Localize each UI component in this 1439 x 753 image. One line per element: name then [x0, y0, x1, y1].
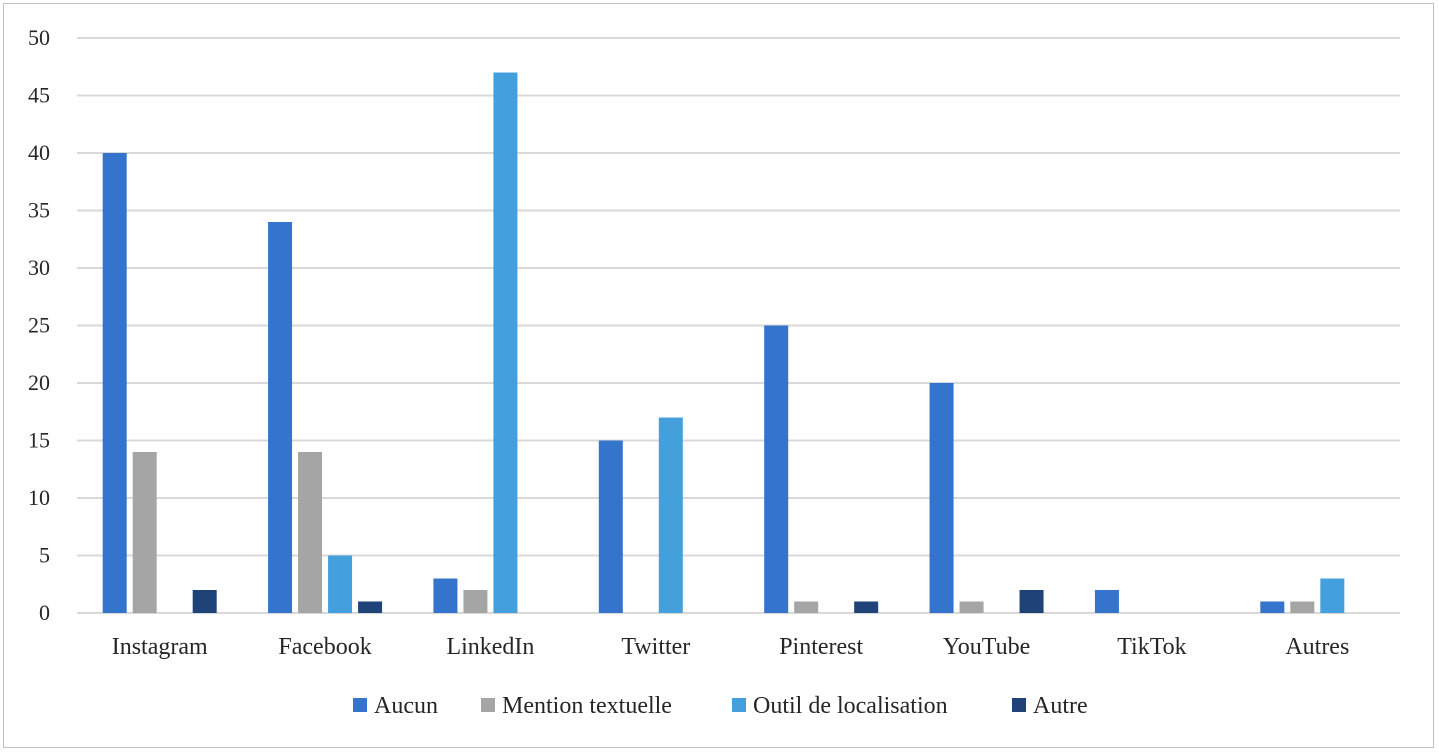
- bar-aucun-twitter: [598, 440, 623, 613]
- chart-frame: [3, 3, 1434, 748]
- legend-swatch: [481, 698, 495, 712]
- bar-mention-textuelle-pinterest: [794, 601, 819, 613]
- legend-label: Outil de localisation: [753, 693, 948, 719]
- y-tick-label: 40: [28, 140, 50, 165]
- bar-mention-textuelle-instagram: [132, 452, 157, 613]
- x-tick-label: Instagram: [112, 634, 208, 660]
- legend-item: Mention textuelle: [481, 693, 672, 719]
- x-tick-label: Autres: [1285, 634, 1349, 660]
- bar-autre-instagram: [192, 590, 217, 613]
- x-tick-label: TikTok: [1117, 634, 1186, 660]
- x-axis: Instagram Facebook LinkedIn Twitter Pinteres…: [112, 634, 1350, 660]
- legend-item: Autre: [1012, 693, 1088, 719]
- legend-label: Autre: [1033, 693, 1088, 719]
- bar-autre-facebook: [358, 601, 383, 613]
- bar-aucun-instagram: [102, 153, 127, 613]
- bar-outil-de-localisation-twitter: [658, 417, 683, 613]
- bar-outil-de-localisation-autres: [1320, 578, 1345, 613]
- y-tick-label: 30: [28, 255, 50, 280]
- y-tick-label: 15: [28, 428, 50, 453]
- bar-mention-textuelle-facebook: [298, 452, 323, 613]
- bars: [102, 72, 1345, 613]
- y-tick-label: 10: [28, 485, 50, 510]
- y-tick-label: 35: [28, 198, 50, 223]
- y-tick-label: 0: [39, 600, 50, 625]
- legend-item: Aucun: [353, 693, 438, 719]
- legend-label: Aucun: [374, 693, 438, 719]
- bar-aucun-autres: [1260, 601, 1285, 613]
- bar-aucun-pinterest: [764, 325, 789, 613]
- bar-autre-youtube: [1019, 590, 1044, 613]
- bar-outil-de-localisation-facebook: [328, 555, 353, 613]
- bar-mention-textuelle-autres: [1290, 601, 1315, 613]
- legend-item: Outil de localisation: [732, 693, 948, 719]
- x-tick-label: Facebook: [278, 634, 371, 660]
- y-tick-label: 20: [28, 370, 50, 395]
- y-gridlines: [77, 37, 1400, 614]
- legend-swatch: [1012, 698, 1026, 712]
- bar-aucun-linkedin: [433, 578, 458, 613]
- bar-autre-pinterest: [854, 601, 879, 613]
- bar-aucun-youtube: [929, 383, 954, 613]
- legend-label: Mention textuelle: [502, 693, 672, 719]
- x-tick-label: Twitter: [621, 634, 690, 660]
- bar-aucun-facebook: [268, 222, 293, 613]
- y-tick-label: 50: [28, 25, 50, 50]
- legend-swatch: [353, 698, 367, 712]
- y-tick-label: 5: [39, 543, 50, 568]
- bar-mention-textuelle-youtube: [959, 601, 984, 613]
- legend-swatch: [732, 698, 746, 712]
- bar-outil-de-localisation-linkedin: [493, 72, 518, 613]
- x-tick-label: YouTube: [943, 634, 1030, 660]
- x-tick-label: Pinterest: [779, 634, 863, 660]
- bar-mention-textuelle-linkedin: [463, 590, 488, 613]
- x-tick-label: LinkedIn: [446, 634, 534, 660]
- y-tick-label: 45: [28, 83, 50, 108]
- legend: Aucun Mention textuelle Outil de localisat…: [353, 693, 1088, 719]
- bar-aucun-tiktok: [1094, 590, 1119, 613]
- y-tick-label: 25: [28, 313, 50, 338]
- y-axis: 0 5 10 15 20 25 30 35 40 45 50: [28, 25, 50, 625]
